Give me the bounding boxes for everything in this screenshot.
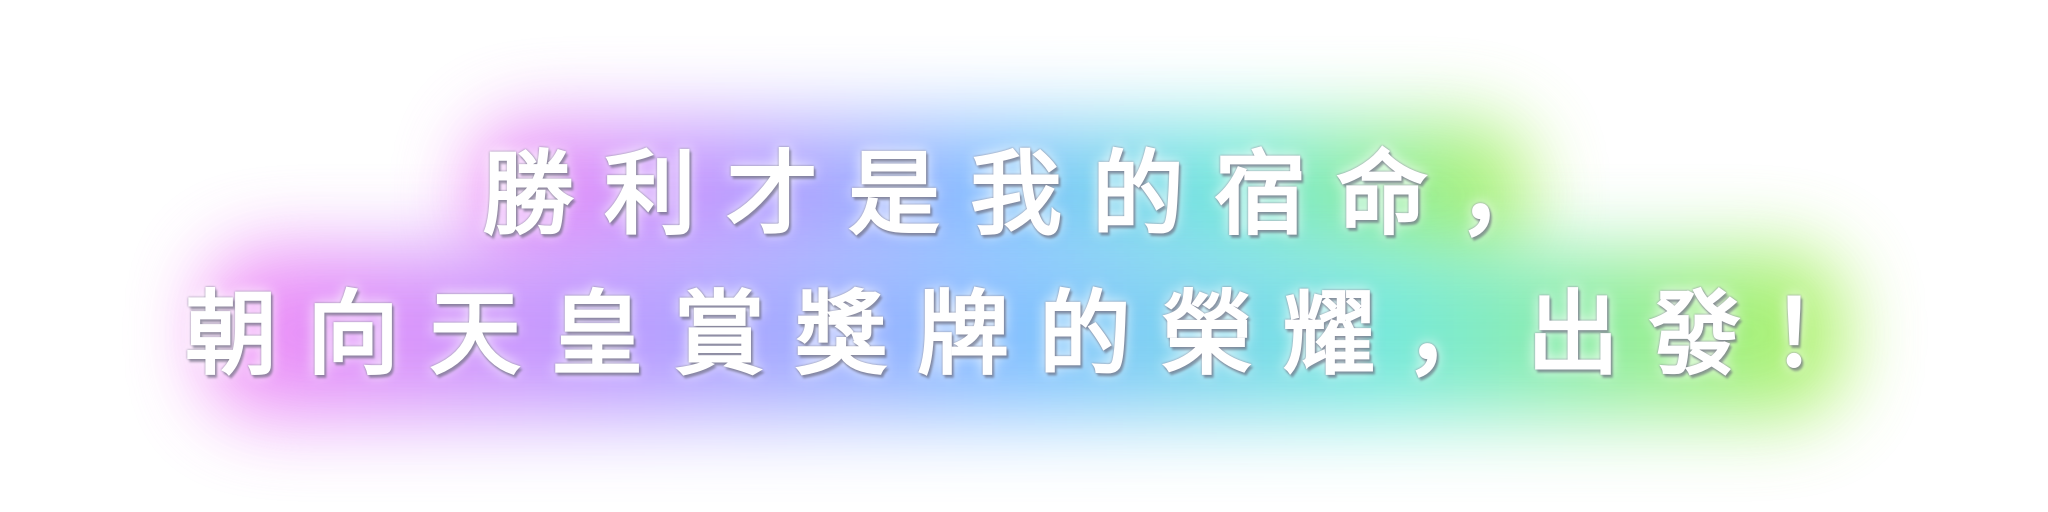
headline-line-2: 朝向天皇賞獎牌的榮耀，出發！ xyxy=(184,281,1893,388)
headline-line-1: 勝利才是我的宿命， xyxy=(481,141,1580,248)
rainbow-glow-bottom xyxy=(205,248,1845,418)
rainbow-glow-top xyxy=(470,120,1530,270)
